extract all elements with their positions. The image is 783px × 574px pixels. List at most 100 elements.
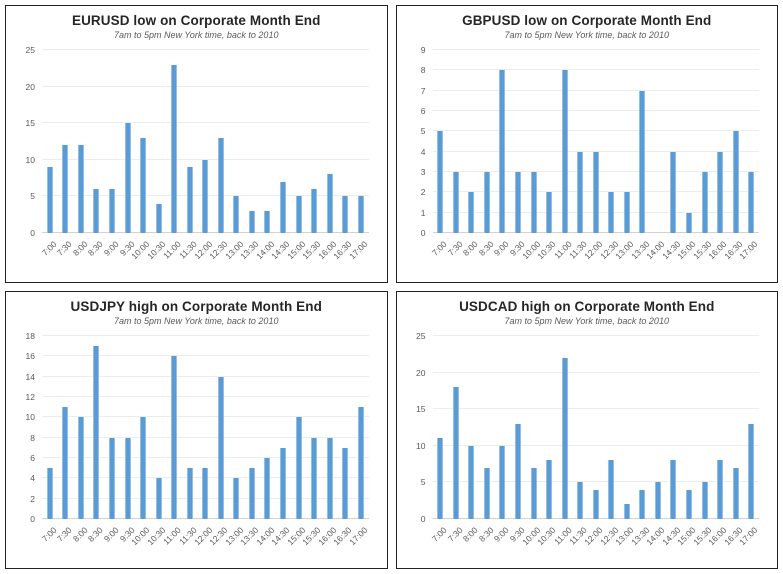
chart-panel-usdjpy: USDJPY high on Corporate Month End 7am t… [5,291,388,569]
x-tick-slot: 7:00 [430,519,449,557]
bar [77,417,84,519]
bar [732,467,739,519]
bar [295,196,302,233]
x-tick-label: 8:00 [461,239,480,258]
bar [717,460,724,519]
bar [499,70,506,233]
y-tick-label: 4 [420,146,426,157]
bar [483,172,490,233]
bar-slot [743,50,759,233]
bar-slot [510,336,526,519]
bar [577,151,584,233]
bar [561,70,568,233]
chart-subtitle: 7am to 5pm New York time, back to 2010 [504,30,669,40]
x-tick-slot: 17:00 [738,233,760,271]
bar-slot [166,336,182,519]
x-tick-slot: 17:00 [738,519,760,557]
y-tick-label: 6 [420,106,426,116]
bar-slot [73,336,89,519]
x-tick-label: 9:00 [101,525,121,544]
x-tick-slot: 17:00 [347,519,369,557]
plot-area: 0 5 10 15 20 25 [416,331,759,524]
bar-slot [244,50,260,233]
y-tick-label: 5 [420,126,426,137]
bar [108,189,115,233]
bar-slot [151,50,167,233]
y-tick-label: 0 [420,514,426,524]
chart-title: USDJPY high on Corporate Month End [70,299,322,314]
bar [155,203,162,233]
y-tick-label: 6 [30,453,35,463]
bar-slot [182,336,198,519]
x-tick-slot: 7:30 [55,519,74,557]
bar [623,504,630,519]
x-tick-slot: 9:00 [492,519,511,557]
bar [342,447,349,519]
bar-slot [433,336,449,519]
plot-area: 0 1 2 3 4 5 6 7 8 9 [421,45,759,238]
bar-slot [728,50,744,233]
y-tick-label: 10 [416,440,426,451]
bar-slot [120,336,136,519]
bar [546,192,553,233]
bar-slot [229,50,245,233]
bar [171,356,178,519]
bar [499,445,506,519]
bar [108,437,115,519]
bar [311,437,318,519]
x-tick-slot: 9:00 [492,233,511,271]
bar [202,159,209,233]
bar [468,192,475,233]
bar [515,172,521,233]
bar [155,478,162,519]
x-tick-slot: 9:00 [101,519,121,557]
bar [530,172,537,233]
y-gridline [42,158,369,160]
bar [124,123,131,233]
bar-slot [588,50,604,233]
x-tick-label: 7:30 [55,239,74,258]
x-tick-slot: 8:00 [461,519,480,557]
bar [748,423,755,519]
y-tick-label: 0 [420,228,426,238]
y-gridline [42,335,369,336]
bar-slot [712,50,728,233]
y-tick-label: 16 [25,351,35,362]
bar-slot [433,50,449,233]
bar [93,346,100,519]
bar-slot [135,50,151,233]
bar-slot [479,336,495,519]
y-gridline [42,375,369,377]
x-tick-slot: 8:00 [461,233,480,271]
bar [437,131,444,233]
bar [77,145,84,233]
bar-slot [619,50,635,233]
chart-title: GBPUSD low on Corporate Month End [462,13,712,28]
bar-series [42,336,369,519]
bar-slot [650,50,666,233]
bar [452,172,459,233]
bar-slot [120,50,136,233]
bar-series [42,50,369,233]
bar-slot [353,50,369,233]
bar-slot [260,336,276,519]
y-tick-label: 8 [30,432,35,443]
y-gridline [432,150,759,152]
x-tick-slot: 7:30 [55,233,74,271]
bar [140,417,147,519]
bar [357,196,364,233]
y-tick-label: 25 [416,331,426,341]
y-tick-label: 15 [25,118,35,129]
y-gridline [432,110,759,111]
bar [639,90,646,233]
y-tick-label: 10 [25,154,35,165]
bar [46,468,53,519]
bar-slot [306,50,322,233]
bar [311,189,318,233]
y-gridline [42,416,369,418]
bar-slot [697,336,713,519]
bar [202,468,209,519]
y-tick-label: 8 [420,65,426,76]
bar-slot [666,50,682,233]
y-tick-label: 2 [420,187,426,198]
